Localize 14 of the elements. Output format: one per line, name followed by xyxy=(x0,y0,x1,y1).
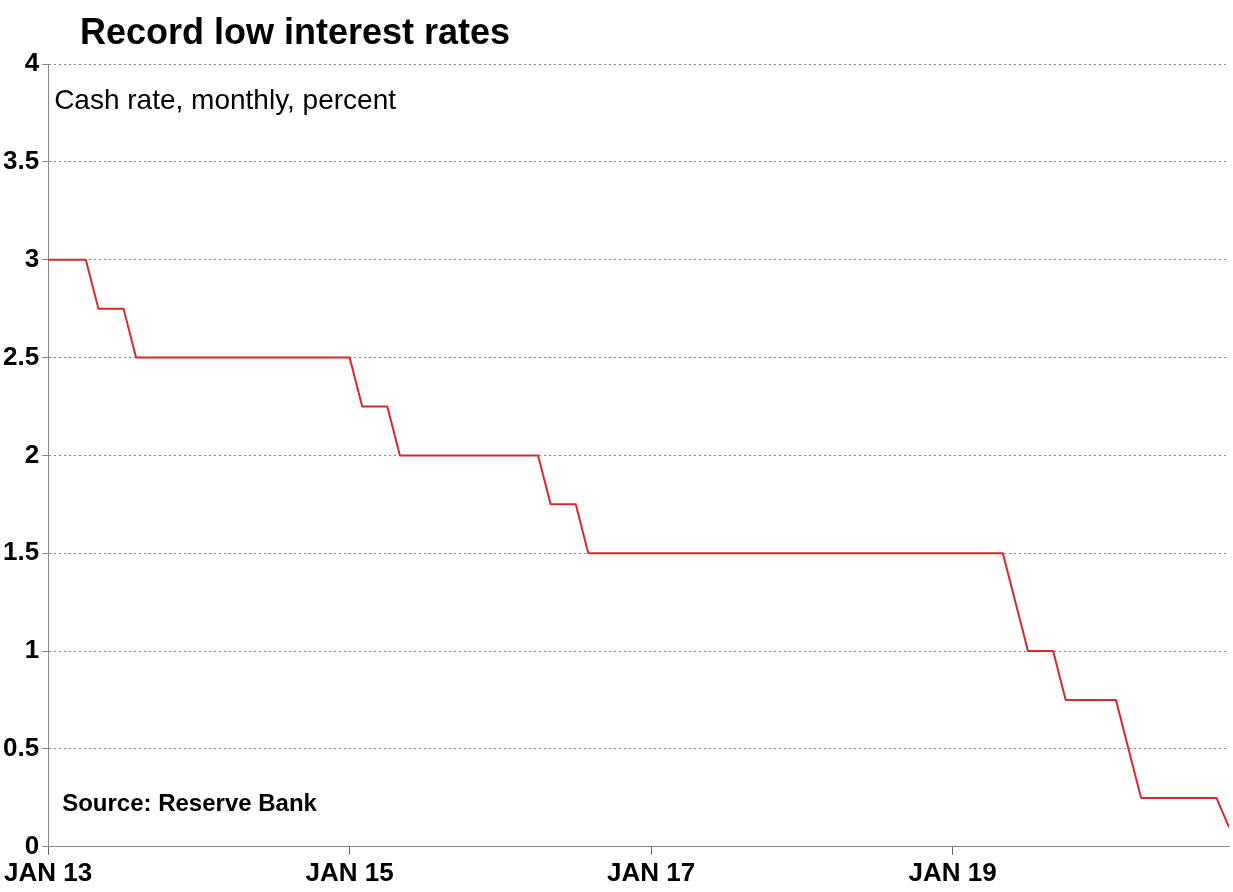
y-tick-label: 0.5 xyxy=(2,732,40,763)
y-tick-label: 4 xyxy=(24,47,40,78)
y-tick-label: 3.5 xyxy=(2,145,40,176)
chart-title: Record low interest rates xyxy=(80,11,511,52)
x-tick-label: JAN 17 xyxy=(607,856,696,887)
y-tick-label: 2 xyxy=(24,438,40,469)
text: Cash rate, monthly, percent xyxy=(54,84,397,115)
y-tick-label: 3 xyxy=(24,242,40,273)
x-tick-label: JAN 19 xyxy=(908,856,997,887)
x-tick-label: JAN 15 xyxy=(305,856,394,887)
annotation: Source: Reserve Bank xyxy=(62,788,318,816)
y-tick-label: 2.5 xyxy=(2,340,40,371)
y-tick-label: 1.5 xyxy=(2,536,40,567)
y-tick-label: 1 xyxy=(24,634,40,665)
